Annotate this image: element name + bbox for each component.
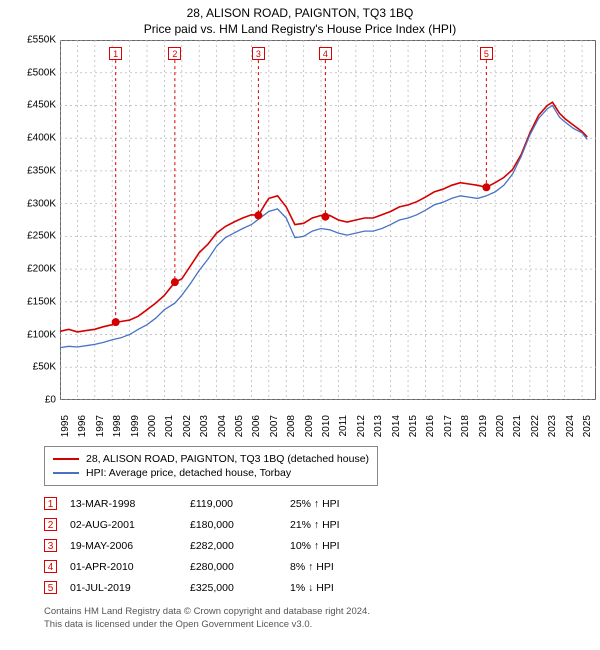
y-axis-label: £200K bbox=[0, 264, 56, 275]
transaction-date: 02-AUG-2001 bbox=[70, 514, 190, 535]
transaction-price: £180,000 bbox=[190, 514, 290, 535]
x-axis-label: 2001 bbox=[164, 415, 175, 439]
transaction-marker: 3 bbox=[44, 539, 57, 552]
sale-marker-box: 1 bbox=[109, 47, 122, 60]
y-axis-label: £0 bbox=[0, 395, 56, 406]
transaction-price: £325,000 bbox=[190, 577, 290, 598]
sale-marker-box: 2 bbox=[168, 47, 181, 60]
legend-label: 28, ALISON ROAD, PAIGNTON, TQ3 1BQ (deta… bbox=[86, 453, 369, 465]
transaction-marker: 5 bbox=[44, 581, 57, 594]
x-axis-label: 2003 bbox=[199, 415, 210, 439]
transaction-date: 19-MAY-2006 bbox=[70, 535, 190, 556]
footer-attribution: Contains HM Land Registry data © Crown c… bbox=[44, 606, 564, 632]
y-axis-label: £450K bbox=[0, 100, 56, 111]
transaction-date: 01-APR-2010 bbox=[70, 556, 190, 577]
x-axis-label: 2015 bbox=[408, 415, 419, 439]
transaction-delta: 8% ↑ HPI bbox=[290, 556, 350, 577]
y-axis-label: £50K bbox=[0, 362, 56, 373]
x-axis-label: 1996 bbox=[77, 415, 88, 439]
transaction-price: £280,000 bbox=[190, 556, 290, 577]
x-axis-label: 2019 bbox=[478, 415, 489, 439]
chart-title: 28, ALISON ROAD, PAIGNTON, TQ3 1BQ bbox=[0, 0, 600, 20]
y-axis-label: £350K bbox=[0, 165, 56, 176]
x-axis-label: 2017 bbox=[443, 415, 454, 439]
x-axis-label: 2022 bbox=[530, 415, 541, 439]
x-axis-label: 2020 bbox=[495, 415, 506, 439]
x-axis-label: 2004 bbox=[217, 415, 228, 439]
legend-label: HPI: Average price, detached house, Torb… bbox=[86, 467, 291, 479]
x-axis-label: 1997 bbox=[95, 415, 106, 439]
y-axis-label: £100K bbox=[0, 329, 56, 340]
y-axis-label: £400K bbox=[0, 133, 56, 144]
transaction-row: 3 19-MAY-2006£282,00010% ↑ HPI bbox=[44, 535, 350, 556]
x-axis-label: 2007 bbox=[269, 415, 280, 439]
sale-marker-box: 5 bbox=[480, 47, 493, 60]
x-axis-label: 2011 bbox=[338, 415, 349, 439]
x-axis-label: 2005 bbox=[234, 415, 245, 439]
footer-line: Contains HM Land Registry data © Crown c… bbox=[44, 606, 564, 619]
footer-line: This data is licensed under the Open Gov… bbox=[44, 619, 564, 632]
transaction-delta: 21% ↑ HPI bbox=[290, 514, 350, 535]
transaction-price: £282,000 bbox=[190, 535, 290, 556]
transaction-row: 4 01-APR-2010£280,0008% ↑ HPI bbox=[44, 556, 350, 577]
transaction-delta: 10% ↑ HPI bbox=[290, 535, 350, 556]
x-axis-label: 2012 bbox=[356, 415, 367, 439]
transactions-table: 1 13-MAR-1998£119,00025% ↑ HPI 2 02-AUG-200… bbox=[44, 493, 350, 598]
y-axis-label: £150K bbox=[0, 296, 56, 307]
x-axis-label: 2016 bbox=[425, 415, 436, 439]
chart-legend: 28, ALISON ROAD, PAIGNTON, TQ3 1BQ (deta… bbox=[44, 446, 378, 486]
x-axis-label: 2000 bbox=[147, 415, 158, 439]
x-axis-label: 2002 bbox=[182, 415, 193, 439]
x-axis-label: 2024 bbox=[565, 415, 576, 439]
x-axis-label: 2008 bbox=[286, 415, 297, 439]
x-axis-label: 1999 bbox=[130, 415, 141, 439]
legend-item: 28, ALISON ROAD, PAIGNTON, TQ3 1BQ (deta… bbox=[53, 452, 369, 466]
transaction-date: 13-MAR-1998 bbox=[70, 493, 190, 514]
sale-marker-box: 3 bbox=[252, 47, 265, 60]
transaction-date: 01-JUL-2019 bbox=[70, 577, 190, 598]
x-axis-label: 2025 bbox=[582, 415, 593, 439]
y-axis-label: £550K bbox=[0, 35, 56, 46]
sale-marker-box: 4 bbox=[319, 47, 332, 60]
transaction-delta: 1% ↓ HPI bbox=[290, 577, 350, 598]
x-axis-label: 2010 bbox=[321, 415, 332, 439]
x-axis-label: 2023 bbox=[547, 415, 558, 439]
x-axis-label: 1995 bbox=[60, 415, 71, 439]
transaction-marker: 4 bbox=[44, 560, 57, 573]
transaction-delta: 25% ↑ HPI bbox=[290, 493, 350, 514]
chart-plot: 12345£0£50K£100K£150K£200K£250K£300K£350… bbox=[36, 40, 596, 420]
y-axis-label: £500K bbox=[0, 67, 56, 78]
x-axis-label: 2014 bbox=[391, 415, 402, 439]
x-axis-label: 2006 bbox=[251, 415, 262, 439]
x-axis-label: 2018 bbox=[460, 415, 471, 439]
legend-swatch bbox=[53, 472, 79, 474]
transaction-marker: 2 bbox=[44, 518, 57, 531]
transaction-row: 2 02-AUG-2001£180,00021% ↑ HPI bbox=[44, 514, 350, 535]
transaction-row: 1 13-MAR-1998£119,00025% ↑ HPI bbox=[44, 493, 350, 514]
x-axis-label: 2009 bbox=[304, 415, 315, 439]
x-axis-label: 2021 bbox=[512, 415, 523, 439]
legend-swatch bbox=[53, 458, 79, 460]
transaction-marker: 1 bbox=[44, 497, 57, 510]
transaction-price: £119,000 bbox=[190, 493, 290, 514]
y-axis-label: £250K bbox=[0, 231, 56, 242]
chart-subtitle: Price paid vs. HM Land Registry's House … bbox=[0, 20, 600, 40]
x-axis-label: 2013 bbox=[373, 415, 384, 439]
legend-item: HPI: Average price, detached house, Torb… bbox=[53, 466, 369, 480]
y-axis-label: £300K bbox=[0, 198, 56, 209]
x-axis-label: 1998 bbox=[112, 415, 123, 439]
transaction-row: 5 01-JUL-2019£325,0001% ↓ HPI bbox=[44, 577, 350, 598]
